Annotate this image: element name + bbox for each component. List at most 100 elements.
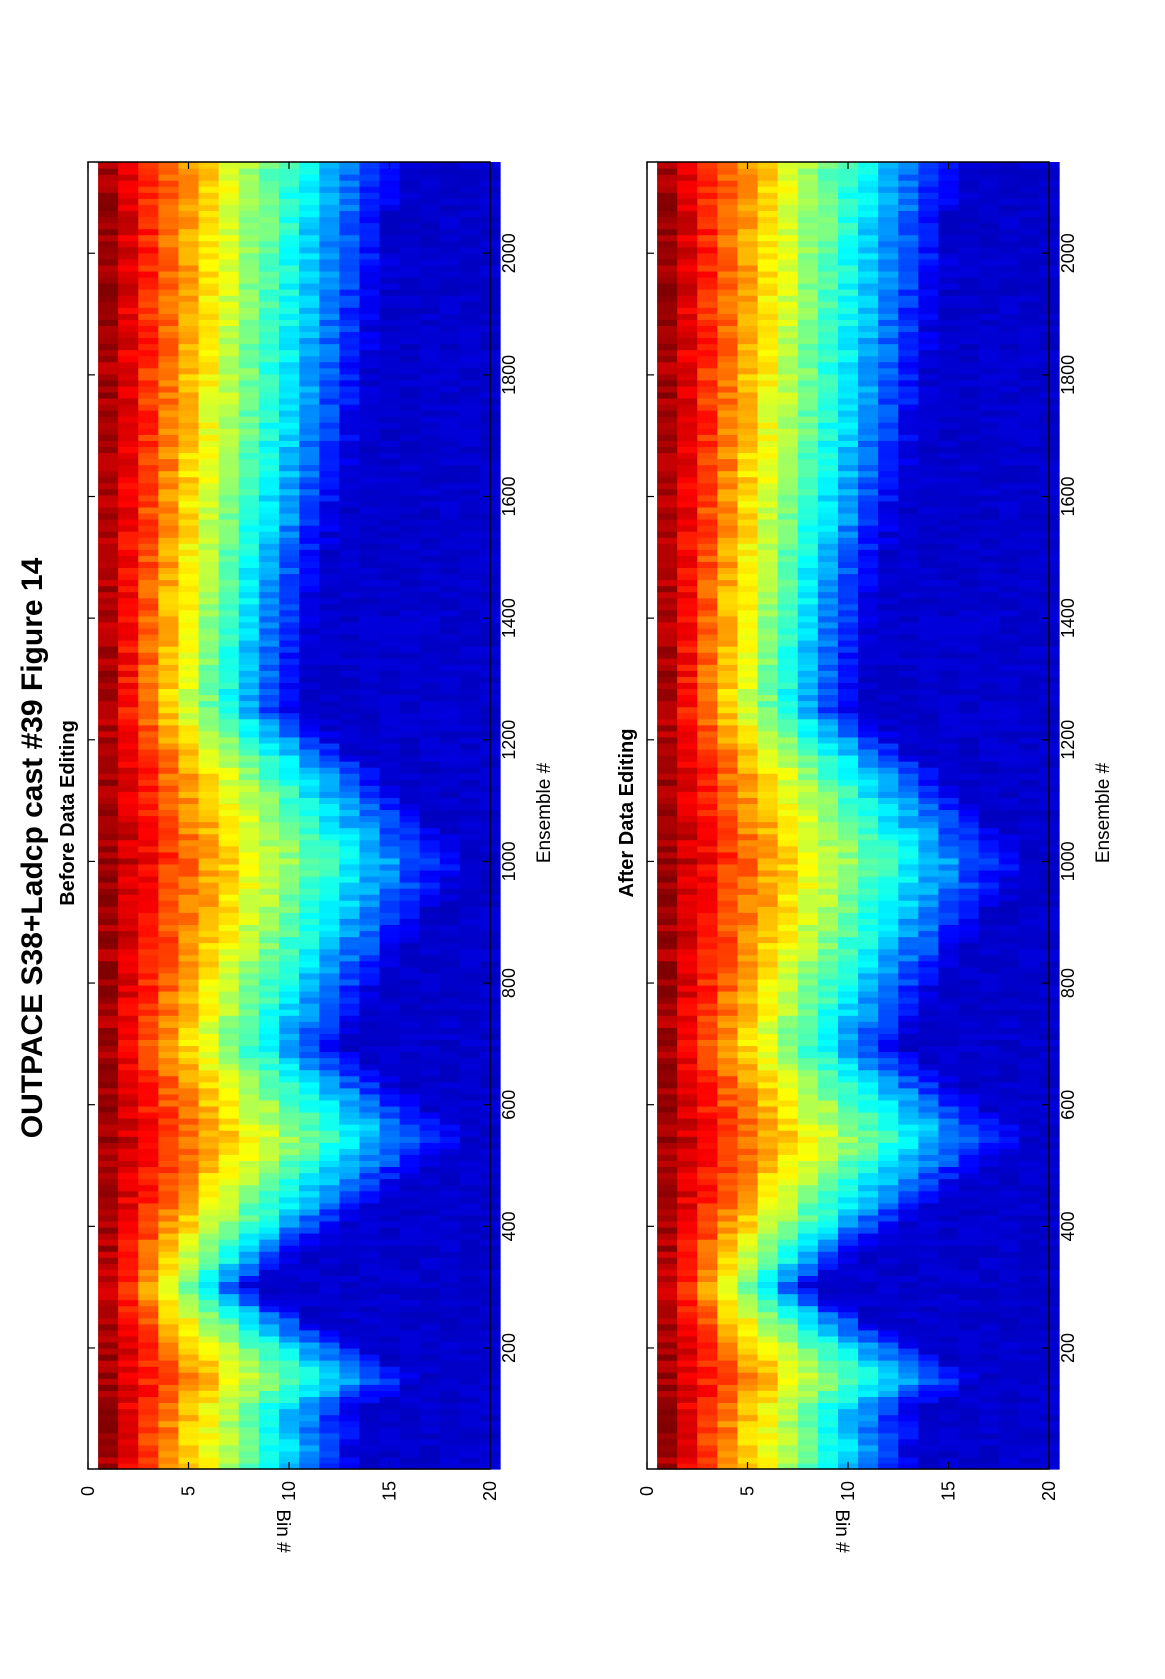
heatmap-cell <box>238 694 260 702</box>
heatmap-cell <box>198 1444 220 1452</box>
heatmap-cell <box>218 440 240 447</box>
heatmap-cell <box>98 633 119 641</box>
heatmap-cell <box>238 658 260 665</box>
heatmap-cell <box>339 567 360 575</box>
heatmap-cell <box>379 1341 401 1349</box>
heatmap-cell <box>138 1027 159 1034</box>
heatmap-cell <box>118 1432 139 1440</box>
heatmap-cell <box>118 1057 139 1065</box>
heatmap-cell <box>278 1317 300 1325</box>
heatmap-cell <box>399 1414 421 1422</box>
heatmap-cell <box>278 791 300 798</box>
heatmap-cell <box>419 1444 441 1452</box>
heatmap-cell <box>238 458 260 466</box>
heatmap-cell <box>299 997 320 1004</box>
heatmap-cell <box>178 1450 200 1458</box>
heatmap-cell <box>238 355 260 363</box>
heatmap-cell <box>459 301 481 308</box>
heatmap-cell <box>118 906 139 913</box>
heatmap-cell <box>299 1136 320 1143</box>
heatmap-cell <box>178 1347 200 1355</box>
heatmap-cell <box>198 1408 220 1416</box>
heatmap-cell <box>978 1366 1000 1373</box>
heatmap-cell <box>319 1015 340 1022</box>
heatmap-cell <box>118 198 139 205</box>
heatmap-cell <box>319 1390 340 1397</box>
heatmap-cell <box>1018 1450 1040 1458</box>
heatmap-cell <box>379 1178 401 1186</box>
heatmap-cell <box>399 900 421 907</box>
heatmap-cell <box>359 688 381 696</box>
heatmap-cell <box>379 948 401 956</box>
heatmap-cell <box>158 361 180 369</box>
heatmap-cell <box>178 1432 200 1440</box>
heatmap-cell <box>218 1420 240 1428</box>
heatmap-cell <box>319 1323 340 1331</box>
heatmap-cell <box>399 404 421 411</box>
heatmap-cell <box>118 1190 139 1198</box>
heatmap-cell <box>379 1329 401 1337</box>
heatmap-cell <box>138 422 159 429</box>
heatmap-cell <box>319 1251 340 1258</box>
heatmap-cell <box>278 1172 300 1180</box>
heatmap-cell <box>319 1354 340 1361</box>
heatmap-cell <box>399 960 421 968</box>
heatmap-cell <box>697 1305 718 1313</box>
heatmap-cell <box>717 1414 739 1422</box>
heatmap-cell <box>379 1190 401 1198</box>
heatmap-cell <box>178 1136 200 1143</box>
heatmap-cell <box>198 966 220 974</box>
heatmap-cell <box>399 1408 421 1416</box>
heatmap-cell <box>198 833 220 841</box>
heatmap-cell <box>138 1239 159 1246</box>
heatmap-cell <box>158 240 180 248</box>
heatmap-cell <box>158 924 180 932</box>
heatmap-cell <box>278 1087 300 1095</box>
heatmap-cell <box>319 349 340 357</box>
heatmap-cell <box>817 1396 839 1404</box>
heatmap-cell <box>379 609 401 617</box>
heatmap-cell <box>299 1233 320 1240</box>
heatmap-cell <box>339 1372 360 1379</box>
heatmap-cell <box>299 748 320 756</box>
heatmap-cell <box>158 1172 180 1180</box>
heatmap-cell <box>198 615 220 623</box>
heatmap-cell <box>299 700 320 708</box>
heatmap-cell <box>379 361 401 369</box>
heatmap-cell <box>198 355 220 363</box>
heatmap-cell <box>138 803 159 811</box>
heatmap-cell <box>218 936 240 944</box>
heatmap-cell <box>158 1317 180 1325</box>
heatmap-cell <box>339 186 360 193</box>
heatmap-cell <box>218 1450 240 1458</box>
heatmap-cell <box>278 1329 300 1337</box>
heatmap-cell <box>379 1172 401 1180</box>
heatmap-cell <box>878 1360 899 1367</box>
heatmap-cell <box>459 373 481 381</box>
heatmap-cell <box>419 1432 441 1440</box>
heatmap-cell <box>178 748 200 756</box>
heatmap-cell <box>419 204 441 212</box>
heatmap-cell <box>817 1366 839 1373</box>
heatmap-cell <box>439 1390 461 1397</box>
heatmap-cell <box>238 845 260 853</box>
heatmap-cell <box>198 1003 220 1010</box>
heatmap-cell <box>278 815 300 823</box>
heatmap-cell <box>339 585 360 593</box>
heatmap-cell <box>238 1099 260 1107</box>
heatmap-cell <box>379 1039 401 1047</box>
heatmap-cell <box>359 591 381 599</box>
heatmap-cell <box>178 646 200 653</box>
heatmap-cell <box>258 325 280 333</box>
heatmap-cell <box>299 809 320 817</box>
heatmap-cell <box>319 857 340 865</box>
heatmap-cell <box>359 240 381 248</box>
y-tick-label: 20 <box>480 1481 500 1501</box>
heatmap-cell <box>198 863 220 871</box>
heatmap-cell <box>878 1450 899 1458</box>
heatmap-cell <box>118 1099 139 1107</box>
heatmap-cell <box>299 404 320 411</box>
heatmap-cell <box>98 367 119 375</box>
heatmap-cell <box>278 1196 300 1204</box>
heatmap-cell <box>258 1245 280 1252</box>
